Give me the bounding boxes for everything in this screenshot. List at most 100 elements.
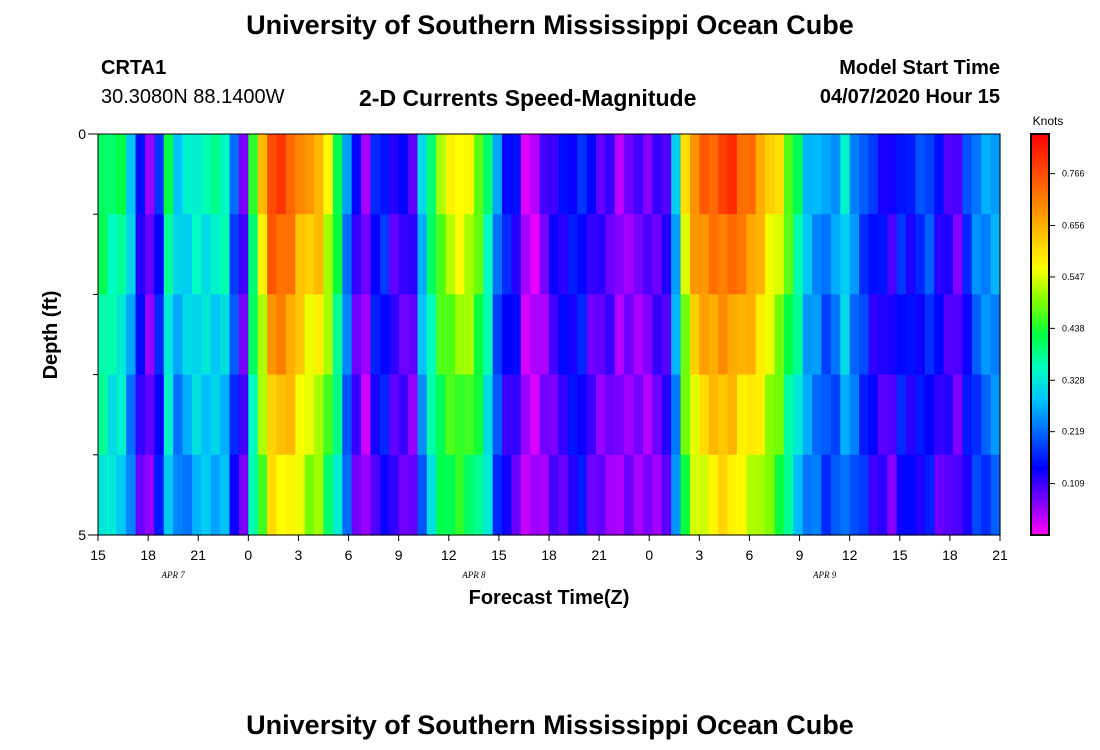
heatmap-cell [135,294,146,376]
heatmap-cell [201,134,212,215]
heatmap-cell [896,214,907,295]
heatmap-cell [116,294,127,376]
heatmap-cell [689,214,700,295]
heatmap-cell [981,294,992,376]
heatmap-cell [238,214,249,295]
heatmap-cell [511,294,522,376]
heatmap-cell [464,214,475,295]
colorbar: Knots 0.109 0.219 0.328 0.438 0.547 0.656 0.76… [1030,114,1085,536]
heatmap-cell [248,134,259,215]
heatmap-cell [595,214,606,295]
heatmap-cell [783,374,794,456]
heatmap-cell [539,294,550,376]
heatmap-cell [483,294,494,376]
heatmap-cell [755,214,766,295]
heatmap-cell [877,454,888,536]
heatmap-cell [126,294,137,376]
x-tick-label: 3 [695,547,703,563]
heatmap-cell [135,454,146,536]
heatmap-cell [793,214,804,295]
colorbar-gradient [1030,133,1050,536]
heatmap-cell [267,374,278,456]
heatmap-cell [990,134,1001,215]
heatmap-cell [238,454,249,536]
heatmap-cell [821,214,832,295]
heatmap-cell [859,374,870,456]
heatmap-cell [408,294,419,376]
heatmap-cell [257,214,268,295]
heatmap-cell [577,454,588,536]
heatmap-cell [765,454,776,536]
heatmap-cell [210,214,221,295]
heatmap-cell [943,454,954,536]
heatmap-cell [868,454,879,536]
heatmap-cell [408,214,419,295]
heatmap-cell [793,294,804,376]
heatmap-cell [614,454,625,536]
heatmap-cell [774,374,785,456]
heatmap-cell [652,134,663,215]
heatmap-cell [520,214,531,295]
heatmap-cell [248,374,259,456]
heatmap-cell [934,374,945,456]
heatmap-cell [943,134,954,215]
heatmap-cell [304,214,315,295]
y-tick-label: 5 [78,527,86,543]
heatmap-cell [154,134,165,215]
heatmap-cell [830,454,841,536]
heatmap-cell [896,454,907,536]
heatmap-cell [586,374,597,456]
heatmap-cell [191,454,202,536]
heatmap-cell [464,374,475,456]
heatmap-cell [915,374,926,456]
heatmap-cell [708,134,719,215]
heatmap-cell [267,294,278,376]
heatmap-cell [718,454,729,536]
heatmap-cell [736,454,747,536]
heatmap-cell [276,374,287,456]
heatmap-cell [727,214,738,295]
heatmap-cell [220,454,231,536]
heatmap-cell [689,294,700,376]
heatmap-cell [755,454,766,536]
heatmap-cell [98,454,108,536]
heatmap-cell [361,134,372,215]
heatmap-cells [98,134,1001,536]
heatmap-cell [633,454,644,536]
heatmap-cell [595,134,606,215]
heatmap-cell [351,134,362,215]
heatmap-cell [116,214,127,295]
heatmap-cell [511,454,522,536]
heatmap-cell [276,134,287,215]
x-tick-label: 9 [395,547,403,563]
heatmap-cell [379,374,390,456]
heatmap-cell [530,454,541,536]
heatmap-cell [464,454,475,536]
heatmap-cell [154,454,165,536]
heatmap-cell [887,454,898,536]
heatmap-cell [511,214,522,295]
heatmap-cell [98,294,108,376]
heatmap-cell [981,214,992,295]
heatmap-cell [906,134,917,215]
heatmap-cell [812,134,823,215]
heatmap-cell [962,294,973,376]
heatmap-cell [605,454,616,536]
heatmap-cell [783,454,794,536]
heatmap-cell [304,454,315,536]
heatmap-cell [248,294,259,376]
heatmap-cell [962,214,973,295]
heatmap-cell [821,134,832,215]
heatmap-cell [361,454,372,536]
heatmap-cell [144,134,155,215]
heatmap-cell [520,454,531,536]
heatmap-cell [765,134,776,215]
heatmap-cell [727,294,738,376]
heatmap-cell [577,294,588,376]
heatmap-cell [652,294,663,376]
heatmap-cell [549,454,559,536]
heatmap-cell [520,374,531,456]
heatmap-cell [191,374,202,456]
x-tick-label: 12 [441,547,457,563]
heatmap-cell [116,454,127,536]
